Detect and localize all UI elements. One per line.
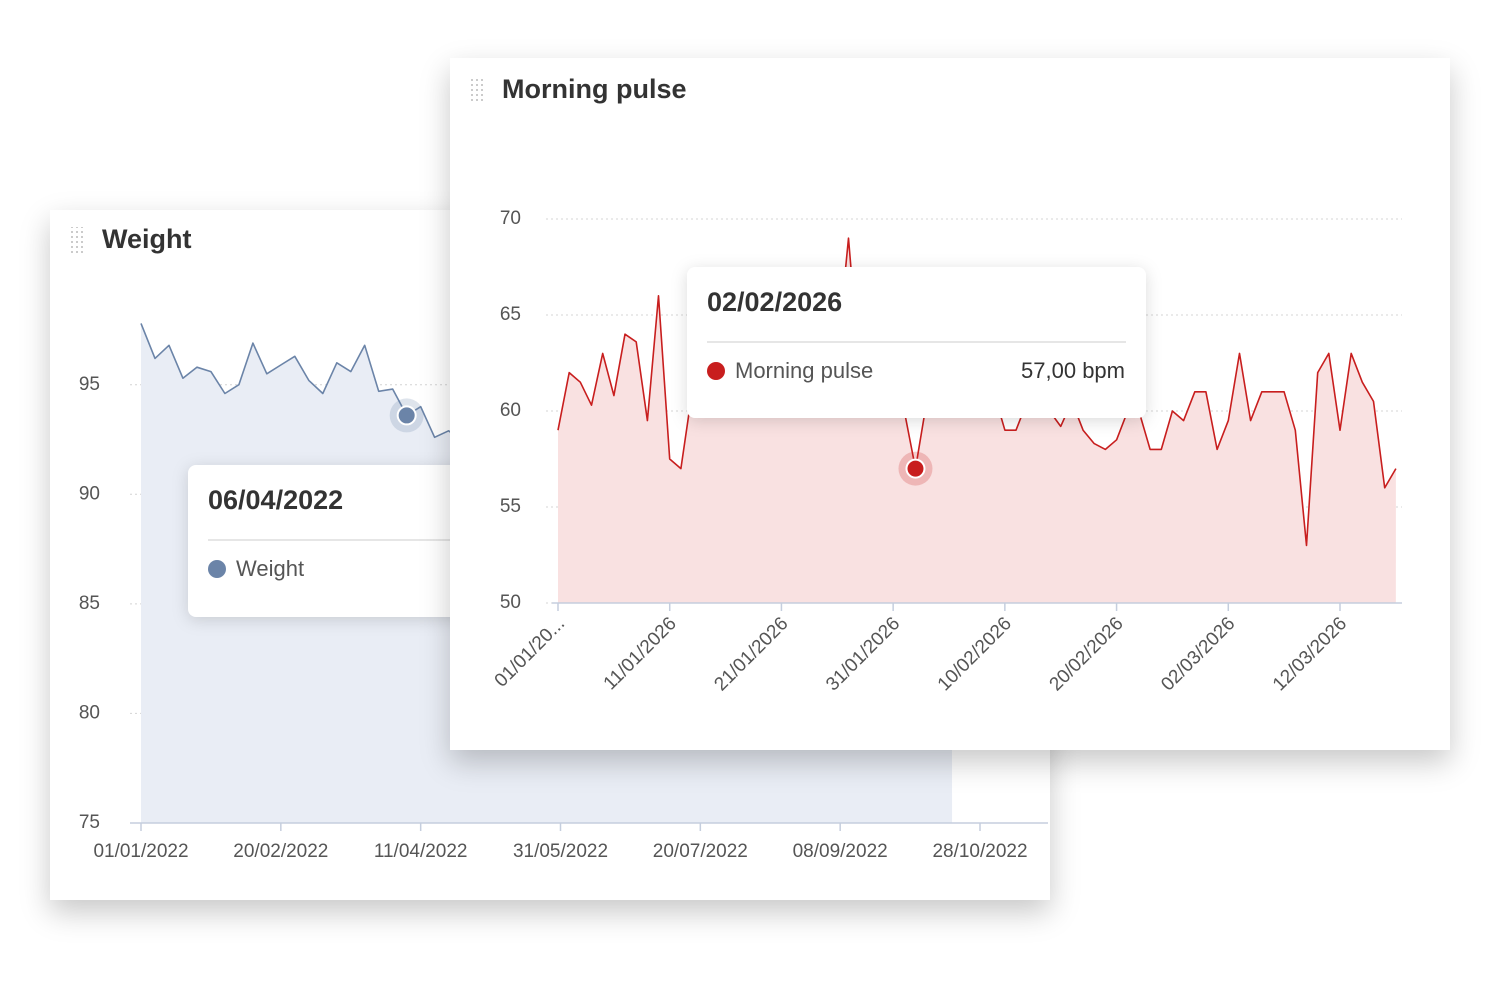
y-tick-label: 85 [79, 593, 100, 614]
y-tick-label: 55 [500, 496, 521, 517]
x-tick-label: 10/02/2026 [934, 613, 1016, 695]
x-tick-label: 20/07/2022 [653, 841, 748, 862]
x-tick-label: 08/09/2022 [793, 841, 888, 862]
highlight-point [396, 405, 417, 426]
x-tick-label: 12/03/2026 [1269, 613, 1351, 695]
area [558, 238, 1396, 603]
legend-dot [707, 362, 725, 380]
tooltip-date: 06/04/2022 [208, 485, 343, 515]
y-tick-label: 95 [79, 374, 100, 395]
y-tick-label: 50 [500, 592, 521, 613]
x-tick-label: 20/02/2026 [1046, 613, 1128, 695]
highlight-point [905, 458, 926, 479]
x-tick-label: 11/01/2026 [600, 613, 681, 694]
x-tick-label: 01/01/20... [491, 613, 569, 691]
tooltip-value: 57,00 bpm [1021, 358, 1125, 383]
x-tick-label: 31/01/2026 [822, 613, 904, 695]
chart-title: Morning pulse [502, 74, 687, 104]
legend-dot [208, 560, 226, 578]
pulse-chart: Morning pulse 50 55 60 65 70 01/01/20... 11/01… [470, 74, 1402, 695]
y-tick-label: 75 [79, 812, 100, 833]
x-tick-label: 02/03/2026 [1157, 613, 1239, 695]
x-tick-label: 20/02/2022 [233, 841, 328, 862]
x-tick-label: 28/10/2022 [932, 841, 1027, 862]
x-tick-label: 01/01/2022 [93, 841, 188, 862]
y-tick-label: 65 [500, 304, 521, 325]
tooltip-series: Morning pulse [735, 358, 873, 383]
tooltip-date: 02/02/2026 [707, 287, 842, 317]
pulse-card: Morning pulse 50 55 60 65 70 01/01/20... 11/01… [450, 58, 1450, 750]
y-tick-label: 80 [79, 702, 100, 723]
x-tick-label: 21/01/2026 [710, 613, 792, 695]
x-tick-label: 31/05/2022 [513, 841, 608, 862]
x-tick-label: 11/04/2022 [374, 841, 468, 862]
drag-handle[interactable] [470, 77, 485, 104]
chart-title: Weight [102, 224, 192, 254]
y-tick-label: 70 [500, 208, 521, 229]
y-tick-label: 60 [500, 400, 521, 421]
y-tick-label: 90 [79, 483, 100, 504]
drag-handle[interactable] [70, 227, 85, 254]
tooltip-series: Weight [236, 556, 304, 581]
